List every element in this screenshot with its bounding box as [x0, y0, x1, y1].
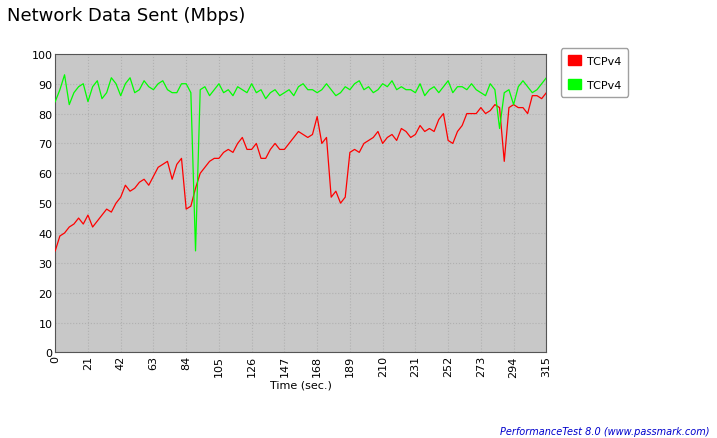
Text: PerformanceTest 8.0 (www.passmark.com): PerformanceTest 8.0 (www.passmark.com): [500, 426, 710, 436]
Legend: TCPv4, TCPv4: TCPv4, TCPv4: [561, 49, 628, 98]
X-axis label: Time (sec.): Time (sec.): [270, 379, 332, 389]
Text: Network Data Sent (Mbps): Network Data Sent (Mbps): [7, 7, 245, 25]
